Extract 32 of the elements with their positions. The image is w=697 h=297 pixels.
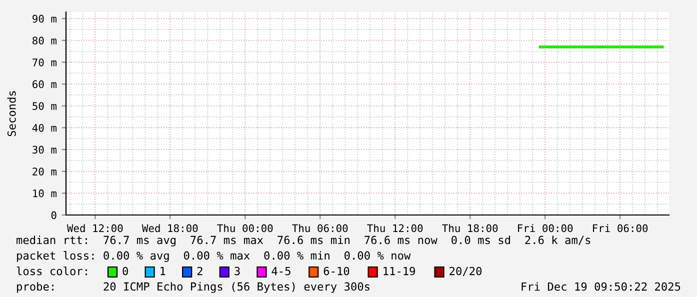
- legend-label: 11-19: [384, 266, 415, 276]
- legend-label: 1: [160, 266, 166, 276]
- text: packet loss: 0.00 % avg 0.00 % max 0.00 % min 0.00 % now: [17, 251, 411, 262]
- text: median rtt: 76.7 ms avg 76.7 ms max 76.6 ms min 76.6 ms now 0.0 ms sd 2.6 k am/s: [16, 236, 590, 246]
- legend-label: 20/20: [450, 266, 482, 276]
- legend-label: 0: [122, 266, 128, 276]
- legend-label: 4-5: [272, 266, 290, 276]
- y-tick-label: 70 m: [32, 58, 56, 66]
- legend-label: 3: [234, 266, 240, 276]
- y-tick-label: 80 m: [32, 36, 56, 45]
- y-tick-label: 30 m: [32, 146, 56, 154]
- y-tick-label: 90 m: [32, 14, 56, 23]
- text: probe: 20 ICMP Echo Pings (56 Bytes) every 300s: [17, 282, 370, 293]
- y-tick-label: 10 m: [33, 189, 56, 198]
- y-tick-label: 20 m: [32, 168, 56, 176]
- legend-label: 6-10: [324, 266, 350, 276]
- legend-label: 2: [197, 266, 202, 276]
- x-tick-label: Wed 12:00: [66, 224, 123, 232]
- y-tick-label: 50 m: [32, 102, 56, 110]
- legend-title: loss color:: [16, 266, 87, 276]
- x-tick-label: Thu 00:00: [217, 224, 273, 232]
- x-tick-label: Fri 06:00: [593, 224, 648, 232]
- text: Fri Dec 19 09:50:22 2025: [522, 282, 680, 291]
- x-tick-label: Wed 18:00: [142, 224, 198, 232]
- x-tick-label: Thu 18:00: [442, 224, 498, 232]
- y-axis-title: Seconds: [7, 91, 16, 136]
- y-tick-label: 0: [51, 211, 56, 220]
- x-tick-label: Fri 00:00: [518, 224, 573, 232]
- x-tick-label: Thu 12:00: [367, 224, 423, 232]
- y-tick-label: 60 m: [32, 80, 56, 88]
- x-tick-label: Thu 06:00: [292, 224, 348, 232]
- y-tick-label: 40 m: [32, 124, 56, 132]
